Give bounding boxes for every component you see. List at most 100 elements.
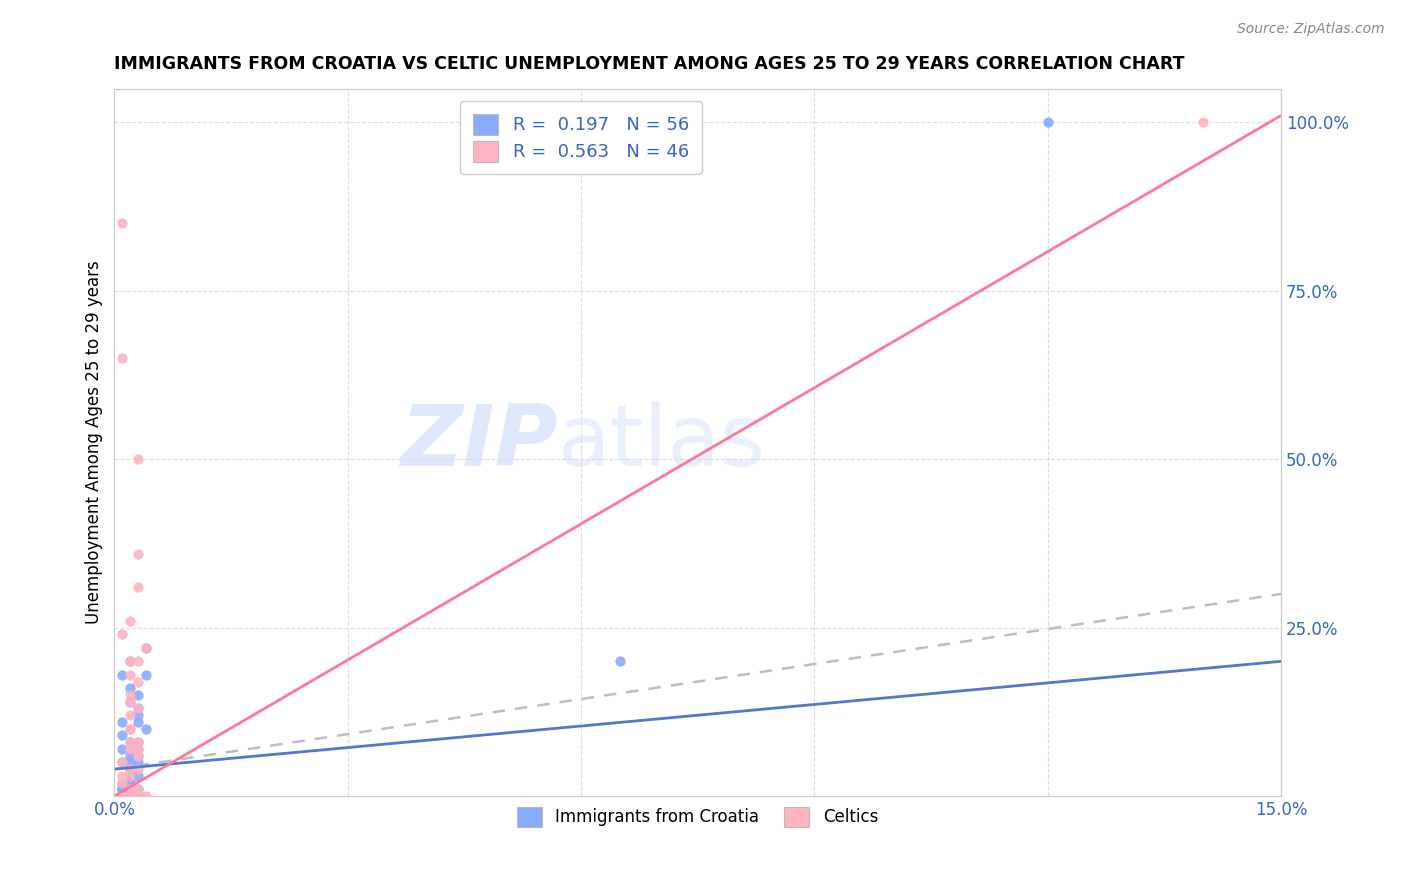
Point: [111, 789, 134, 803]
Point: [111, 789, 134, 803]
Point: [111, 742, 134, 756]
Point: [1192, 115, 1215, 129]
Point: [118, 695, 141, 709]
Point: [118, 769, 141, 783]
Point: [111, 782, 134, 797]
Point: [118, 769, 141, 783]
Point: [118, 789, 141, 803]
Point: [111, 789, 134, 803]
Point: [118, 762, 141, 776]
Point: [127, 769, 149, 783]
Point: [118, 789, 141, 803]
Point: [118, 722, 141, 736]
Legend: Immigrants from Croatia, Celtics: Immigrants from Croatia, Celtics: [510, 800, 884, 834]
Point: [111, 789, 134, 803]
Point: [127, 748, 149, 763]
Point: [127, 782, 149, 797]
Point: [127, 654, 149, 668]
Point: [134, 640, 156, 655]
Y-axis label: Unemployment Among Ages 25 to 29 years: Unemployment Among Ages 25 to 29 years: [86, 260, 103, 624]
Point: [111, 789, 134, 803]
Point: [111, 627, 134, 641]
Point: [118, 735, 141, 749]
Point: [111, 714, 134, 729]
Point: [118, 789, 141, 803]
Point: [111, 351, 134, 365]
Point: [111, 789, 134, 803]
Point: [118, 742, 141, 756]
Point: [111, 789, 134, 803]
Point: [118, 668, 141, 682]
Point: [111, 789, 134, 803]
Point: [118, 762, 141, 776]
Point: [134, 668, 156, 682]
Point: [127, 735, 149, 749]
Point: [127, 762, 149, 776]
Point: [118, 762, 141, 776]
Point: [118, 782, 141, 797]
Point: [111, 216, 134, 230]
Point: [111, 789, 134, 803]
Point: [134, 789, 156, 803]
Point: [127, 674, 149, 689]
Point: [111, 782, 134, 797]
Point: [118, 775, 141, 789]
Point: [127, 782, 149, 797]
Point: [127, 688, 149, 702]
Point: [111, 789, 134, 803]
Point: [134, 722, 156, 736]
Point: [118, 654, 141, 668]
Point: [118, 769, 141, 783]
Point: [127, 748, 149, 763]
Point: [111, 756, 134, 770]
Point: [118, 789, 141, 803]
Point: [134, 640, 156, 655]
Point: [118, 782, 141, 797]
Point: [127, 789, 149, 803]
Point: [127, 452, 149, 467]
Point: [111, 775, 134, 789]
Point: [127, 742, 149, 756]
Point: [111, 789, 134, 803]
Text: Source: ZipAtlas.com: Source: ZipAtlas.com: [1237, 22, 1385, 37]
Point: [118, 681, 141, 696]
Point: [127, 580, 149, 594]
Point: [127, 547, 149, 561]
Point: [118, 708, 141, 723]
Point: [127, 735, 149, 749]
Point: [111, 728, 134, 742]
Point: [118, 789, 141, 803]
Point: [111, 789, 134, 803]
Point: [127, 742, 149, 756]
Point: [118, 775, 141, 789]
Point: [111, 789, 134, 803]
Text: IMMIGRANTS FROM CROATIA VS CELTIC UNEMPLOYMENT AMONG AGES 25 TO 29 YEARS CORRELA: IMMIGRANTS FROM CROATIA VS CELTIC UNEMPL…: [114, 55, 1185, 73]
Point: [127, 708, 149, 723]
Point: [127, 756, 149, 770]
Point: [111, 789, 134, 803]
Point: [118, 769, 141, 783]
Point: [118, 742, 141, 756]
Point: [111, 756, 134, 770]
Point: [111, 789, 134, 803]
Text: ZIP: ZIP: [401, 401, 558, 483]
Point: [127, 701, 149, 715]
Point: [118, 614, 141, 628]
Point: [1036, 115, 1059, 129]
Point: [127, 789, 149, 803]
Point: [111, 789, 134, 803]
Point: [111, 775, 134, 789]
Point: [127, 789, 149, 803]
Point: [111, 668, 134, 682]
Point: [118, 756, 141, 770]
Point: [118, 789, 141, 803]
Point: [118, 722, 141, 736]
Point: [609, 654, 631, 668]
Point: [118, 775, 141, 789]
Point: [127, 701, 149, 715]
Point: [111, 789, 134, 803]
Text: atlas: atlas: [558, 401, 766, 483]
Point: [118, 748, 141, 763]
Point: [111, 789, 134, 803]
Point: [118, 775, 141, 789]
